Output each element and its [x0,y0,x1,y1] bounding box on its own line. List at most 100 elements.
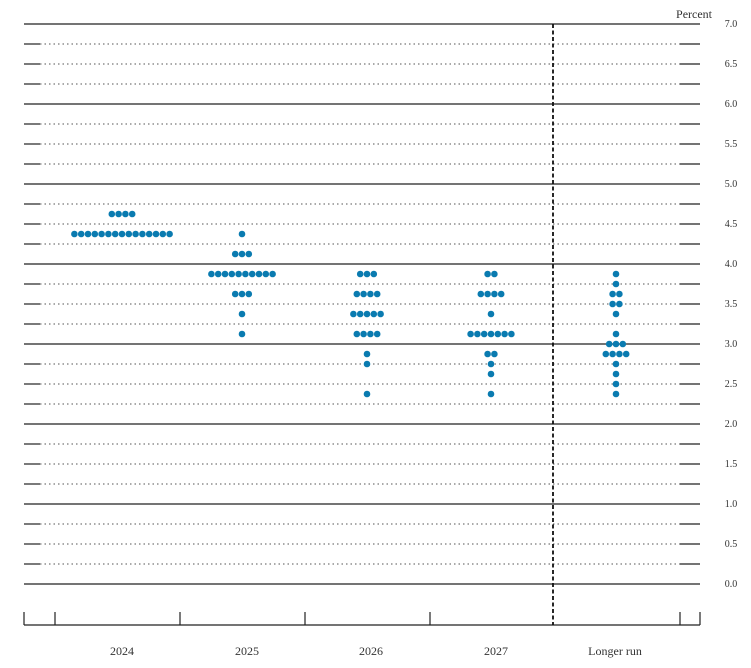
dot-point [616,350,623,358]
dot-point [619,340,627,348]
dot-point [238,230,246,238]
dot-point [484,290,491,298]
dot-point [356,310,364,318]
dot-point [91,230,99,238]
y-tick-label: 2.5 [725,379,738,390]
dot-point [474,330,481,338]
x-tick-label: 2026 [359,644,383,658]
dot-point [367,330,374,338]
dot-point [350,310,357,318]
dot-point [612,330,620,338]
dot-point [108,210,116,218]
dot-point [612,310,620,318]
dot-point [487,360,495,368]
dot-point [367,290,374,298]
dot-point [248,270,256,278]
y-tick-label: 3.5 [725,299,738,310]
dot-point [214,270,222,278]
dot-point [245,250,253,258]
dot-point [612,380,620,388]
y-tick-label: 1.5 [725,459,738,470]
dot-point [115,210,122,218]
dot-point [477,290,485,298]
dot-point [605,340,613,348]
dot-point [145,230,153,238]
dot-point [491,290,498,298]
dot-point [363,350,371,358]
y-axis-label: Percent [676,7,713,21]
y-tick-label: 0.0 [725,579,738,590]
y-tick-label: 0.5 [725,539,738,550]
dot-point [612,390,620,398]
dot-point [612,360,620,368]
dot-point [231,290,239,298]
dot-point [269,270,276,278]
dot-point [373,290,381,298]
dot-point [616,300,623,308]
dot-point [128,210,136,218]
dot-point [356,270,364,278]
y-tick-label: 6.5 [725,59,738,70]
dot-point [353,290,361,298]
dot-point [238,330,246,338]
x-tick-label: 2024 [110,644,134,658]
dot-point [508,330,515,338]
dot-point [487,370,495,378]
dot-point [231,250,239,258]
dot-point [125,230,133,238]
dot-point [245,290,253,298]
dot-point [77,230,85,238]
dot-point [255,270,263,278]
y-tick-label: 4.5 [725,219,738,230]
dot-point [166,230,173,238]
dot-point [609,350,616,358]
dot-point [487,330,495,338]
y-tick-label: 5.5 [725,139,738,150]
y-tick-label: 3.0 [725,339,738,350]
dot-point [228,270,236,278]
y-tick-label: 2.0 [725,419,738,430]
dot-point [467,330,474,338]
dot-point [238,290,246,298]
dot-point [480,330,488,338]
y-tick-label: 1.0 [725,499,738,510]
dot-point [152,230,160,238]
dot-point [105,230,112,238]
dot-point [609,290,616,298]
dot-point [118,230,126,238]
dot-point [84,230,92,238]
y-tick-label: 6.0 [725,99,738,110]
dot-point [494,330,502,338]
dot-point [612,280,620,288]
dot-point [497,290,505,298]
dot-point [363,270,371,278]
dot-point [491,350,498,358]
dot-point [238,310,246,318]
dot-point [612,370,620,378]
dot-point [501,330,508,338]
dot-point [363,310,371,318]
dot-point [360,290,367,298]
x-tick-label: Longer run [588,644,642,658]
dot-point [208,270,215,278]
dot-point [353,330,361,338]
dot-point [159,230,167,238]
dot-point [139,230,146,238]
dot-point [609,300,616,308]
x-tick-label: 2027 [484,644,508,658]
dot-point [622,350,630,358]
dot-point [98,230,105,238]
dot-point [373,330,381,338]
dot-point [122,210,129,218]
dot-point [262,270,270,278]
dot-point [235,270,242,278]
dot-point [487,390,495,398]
dot-point [71,230,78,238]
y-tick-label: 7.0 [725,19,738,30]
dot-point [487,310,495,318]
y-tick-label: 4.0 [725,259,738,270]
x-tick-label: 2025 [235,644,259,658]
dot-point [612,340,620,348]
